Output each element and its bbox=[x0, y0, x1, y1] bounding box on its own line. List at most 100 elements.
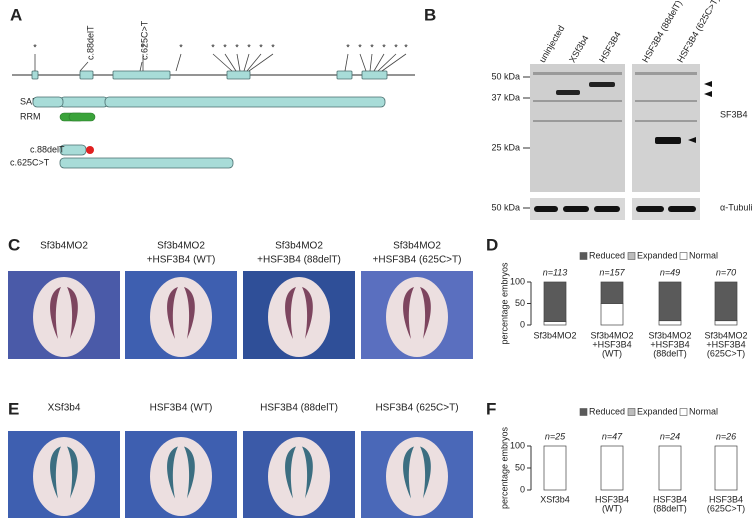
stain bbox=[285, 287, 296, 339]
stain bbox=[67, 287, 78, 339]
gene-diagram bbox=[12, 70, 415, 169]
n-label: n=157 bbox=[599, 267, 625, 277]
image-title: Sf3b4MO2 bbox=[40, 241, 88, 252]
bar-segment bbox=[600, 303, 624, 326]
embryo bbox=[268, 277, 330, 357]
mutation-line bbox=[79, 61, 89, 72]
asterisk: * bbox=[382, 42, 386, 52]
stain bbox=[184, 446, 195, 499]
panel-label: F bbox=[486, 399, 496, 418]
x-tick-label: HSF3B4 bbox=[709, 494, 743, 504]
stain bbox=[50, 446, 61, 499]
n-label: n=113 bbox=[543, 267, 568, 277]
marker-label: 50 kDa bbox=[491, 202, 520, 212]
panel-label: D bbox=[486, 235, 498, 254]
panel-label: B bbox=[424, 5, 436, 24]
legend-swatch bbox=[579, 408, 588, 416]
marker-label: 37 kDa bbox=[491, 92, 520, 102]
stain bbox=[302, 446, 313, 499]
legend-swatch bbox=[679, 252, 688, 260]
frameshift-dot bbox=[86, 146, 94, 154]
asterisk: * bbox=[247, 42, 251, 52]
legend-swatch bbox=[679, 408, 688, 416]
asterisk: * bbox=[358, 42, 362, 52]
asterisk: * bbox=[141, 42, 145, 52]
asterisk: * bbox=[394, 42, 398, 52]
x-tick-label: (625C>T) bbox=[707, 348, 745, 358]
stain bbox=[403, 287, 414, 339]
bar-segment bbox=[543, 321, 567, 326]
x-tick-label: (625C>T) bbox=[707, 503, 745, 513]
n-label: n=25 bbox=[545, 431, 566, 441]
image-title: Sf3b4MO2 bbox=[275, 241, 323, 252]
asterisk-line bbox=[236, 53, 241, 72]
embryo bbox=[268, 437, 330, 516]
asterisk: * bbox=[33, 42, 37, 52]
blot-main-2 bbox=[632, 64, 700, 192]
asterisk: * bbox=[211, 42, 215, 52]
stain bbox=[167, 446, 178, 499]
western-blot bbox=[523, 64, 712, 220]
asterisk: * bbox=[235, 42, 239, 52]
n-label: n=47 bbox=[602, 431, 623, 441]
embryo bbox=[386, 277, 448, 357]
image-title: +HSF3B4 (625C>T) bbox=[373, 255, 462, 266]
legend-label: Expanded bbox=[637, 406, 678, 416]
n-label: n=70 bbox=[716, 267, 736, 277]
x-tick-label: (WT) bbox=[602, 348, 622, 358]
asterisk-line bbox=[246, 53, 262, 72]
asterisk: * bbox=[346, 42, 350, 52]
lane-label: HSF3B4 bbox=[597, 30, 623, 64]
lane-label: HSF3B4 (625C>T) bbox=[675, 0, 721, 64]
legend-swatch bbox=[627, 252, 636, 260]
band bbox=[556, 90, 580, 95]
asterisk: * bbox=[404, 42, 408, 52]
asterisk-line bbox=[224, 53, 237, 72]
bar-segment bbox=[543, 445, 567, 491]
asterisk-line bbox=[248, 53, 274, 72]
protein bbox=[59, 96, 386, 108]
x-tick-label: (88delT) bbox=[653, 503, 687, 513]
asterisk-line bbox=[243, 53, 250, 72]
marker-ticks bbox=[523, 76, 530, 209]
protein-name: SF3B4 bbox=[720, 109, 748, 119]
protein-head bbox=[32, 96, 64, 108]
bar-segment bbox=[543, 281, 567, 322]
image-title: Sf3b4MO2 bbox=[393, 241, 441, 252]
asterisk-line bbox=[175, 53, 182, 72]
x-tick-label: Sf3b4MO2 bbox=[648, 330, 691, 340]
image-title: +HSF3B4 (WT) bbox=[147, 255, 216, 266]
x-tick-label: Sf3b4MO2 bbox=[704, 330, 747, 340]
embryo bbox=[150, 277, 212, 357]
lane-label: uninjected bbox=[537, 24, 566, 65]
y-axis-label: percentage embryos bbox=[499, 426, 509, 509]
mutation-label: c.88delT bbox=[85, 25, 95, 60]
x-tick-label: HSF3B4 bbox=[653, 494, 687, 504]
legend-swatch bbox=[579, 252, 588, 260]
x-tick-label: Sf3b4MO2 bbox=[533, 330, 576, 340]
y-tick-label: 0 bbox=[520, 484, 525, 494]
n-label: n=26 bbox=[716, 431, 736, 441]
exons bbox=[31, 70, 388, 80]
marker-label: 50 kDa bbox=[491, 71, 520, 81]
asterisk: * bbox=[223, 42, 227, 52]
x-tick-label: XSf3b4 bbox=[540, 494, 570, 504]
x-tick-label: +HSF3B4 bbox=[706, 339, 745, 349]
bar-segment bbox=[658, 445, 682, 491]
image-title: HSF3B4 (WT) bbox=[150, 403, 213, 414]
bar-segment bbox=[600, 281, 624, 304]
marker-label: 25 kDa bbox=[491, 142, 520, 152]
n-label: n=24 bbox=[660, 431, 680, 441]
legend-label: Reduced bbox=[589, 250, 625, 260]
bar-segment bbox=[658, 320, 682, 326]
legend-label: Reduced bbox=[589, 406, 625, 416]
stain bbox=[67, 446, 78, 499]
embryo bbox=[386, 437, 448, 516]
asterisk: * bbox=[271, 42, 275, 52]
bar-segment bbox=[714, 445, 738, 491]
y-tick-label: 0 bbox=[520, 319, 525, 329]
legend-label: Normal bbox=[689, 250, 718, 260]
embryo bbox=[150, 437, 212, 516]
blot-tubulin-2 bbox=[632, 198, 700, 220]
asterisk-line bbox=[359, 53, 367, 72]
